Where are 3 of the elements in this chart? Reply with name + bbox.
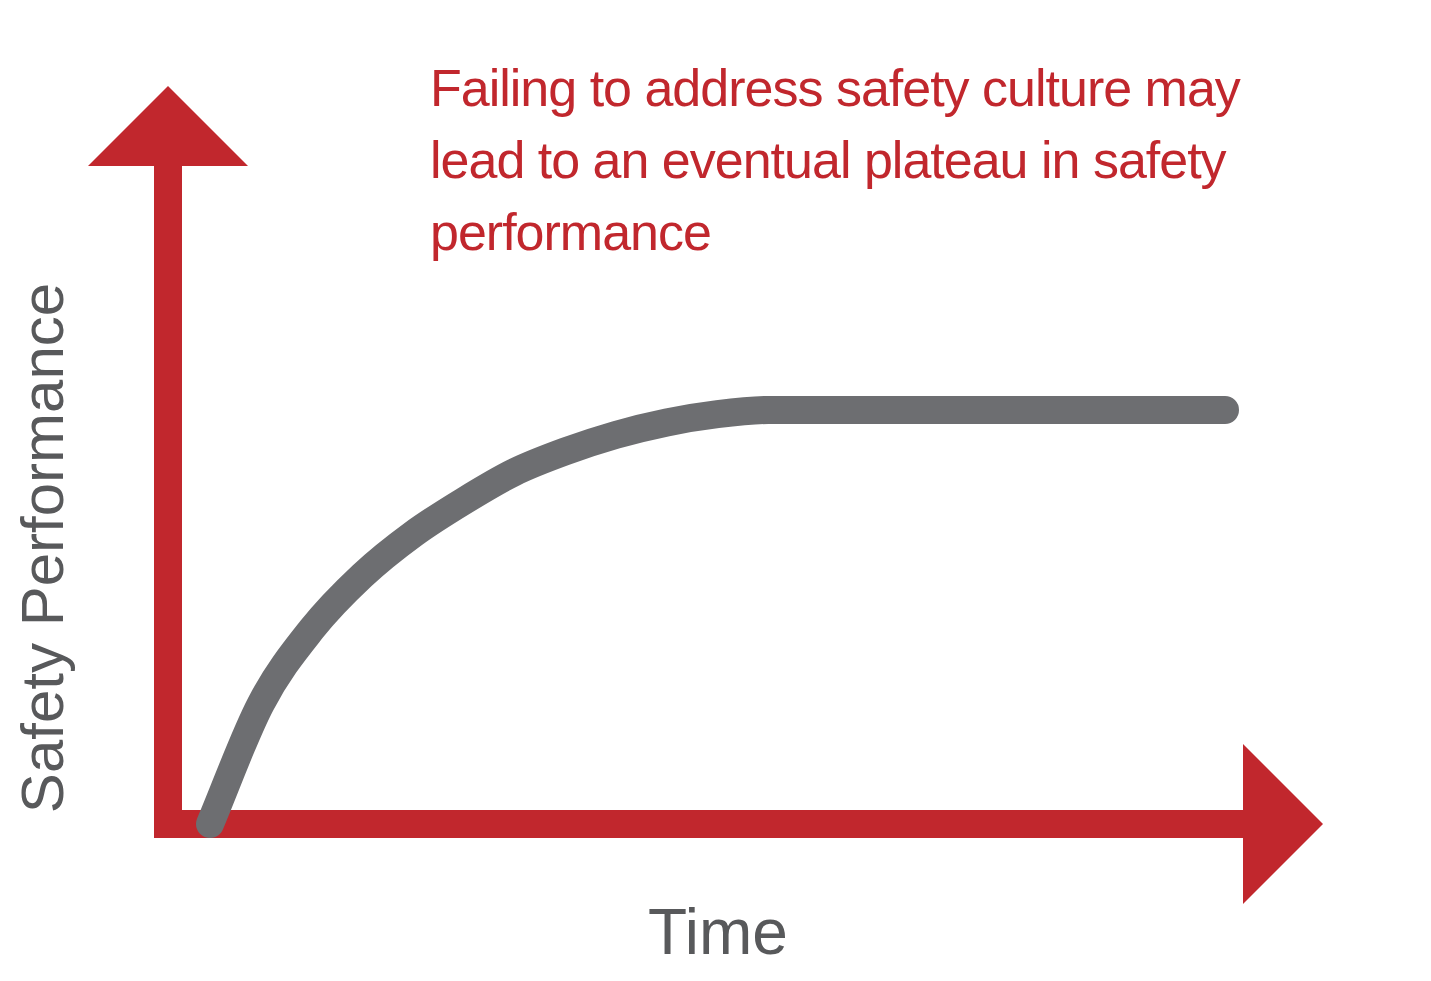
x-axis-title: Time <box>647 895 789 969</box>
chart-title: Failing to address safety culture may lead to an eventual plateau in safety performance <box>430 58 1242 263</box>
y-axis-title: Safety Performance <box>7 282 77 814</box>
